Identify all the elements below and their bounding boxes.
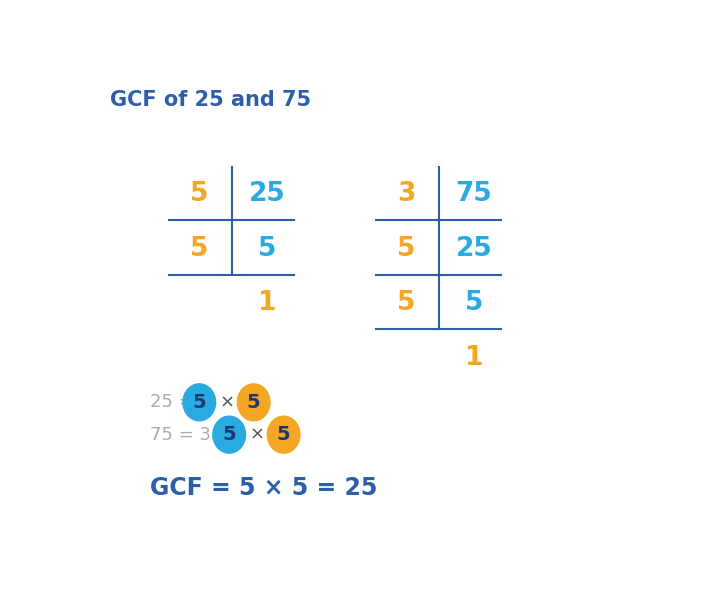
Text: 5: 5 <box>247 393 260 412</box>
Text: 25 =: 25 = <box>150 394 200 412</box>
Ellipse shape <box>213 416 246 453</box>
Text: 5: 5 <box>190 236 208 262</box>
Text: GCF = 5 × 5 = 25: GCF = 5 × 5 = 25 <box>150 476 378 500</box>
Text: 25: 25 <box>249 181 286 208</box>
Text: 5: 5 <box>190 181 208 208</box>
Ellipse shape <box>267 416 300 453</box>
Text: ×: × <box>220 394 235 412</box>
Text: 1: 1 <box>258 290 277 316</box>
Text: 5: 5 <box>397 236 415 262</box>
Text: 75 = 3 ×: 75 = 3 × <box>150 425 238 443</box>
Text: 25: 25 <box>456 236 492 262</box>
Text: 5: 5 <box>258 236 277 262</box>
Text: ×: × <box>250 425 265 443</box>
Text: 5: 5 <box>465 290 483 316</box>
Text: 3: 3 <box>397 181 415 208</box>
Text: 5: 5 <box>277 425 291 444</box>
Ellipse shape <box>237 384 270 421</box>
Text: 1: 1 <box>465 345 483 371</box>
Ellipse shape <box>183 384 216 421</box>
Text: 5: 5 <box>397 290 415 316</box>
Text: 75: 75 <box>456 181 492 208</box>
Text: 5: 5 <box>223 425 236 444</box>
Text: GCF of 25 and 75: GCF of 25 and 75 <box>110 91 311 110</box>
Text: 5: 5 <box>192 393 206 412</box>
